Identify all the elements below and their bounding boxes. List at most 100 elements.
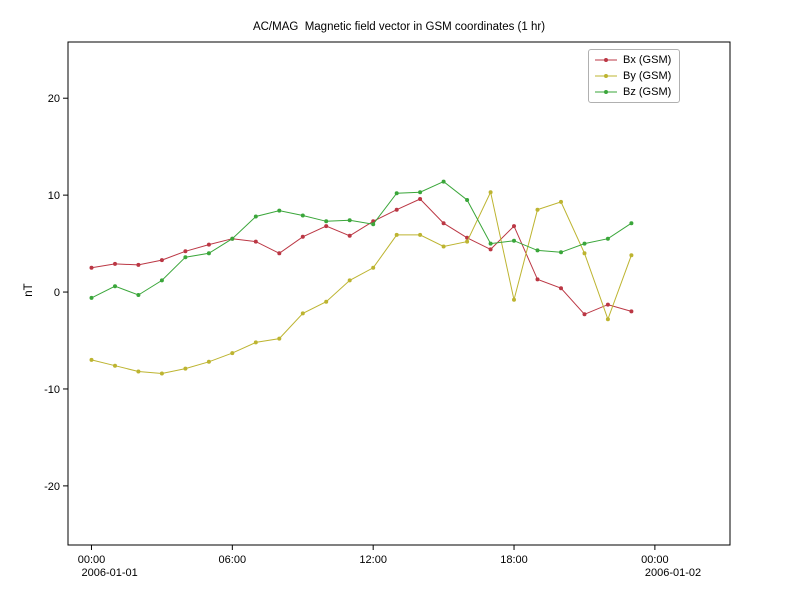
series-0-data-point <box>347 233 352 238</box>
legend-sample-marker <box>604 58 608 62</box>
series-0-data-point <box>512 224 516 229</box>
series-0-data-point <box>183 249 188 254</box>
series-0-data-point <box>89 265 94 270</box>
series-0-data-point <box>582 312 587 317</box>
series-2-data-point <box>324 219 329 224</box>
series-1-data-point <box>183 366 188 371</box>
x-axis-tick-label: 12:00 <box>359 554 387 566</box>
series-2-data-point <box>136 293 141 297</box>
series-1-data-point <box>347 278 352 283</box>
series-0-data-point <box>441 221 446 226</box>
series-1-data-point <box>629 253 634 258</box>
series-1-data-point <box>559 199 563 204</box>
series-0-data-point <box>559 286 563 291</box>
legend-line-sample <box>595 90 617 94</box>
series-2-data-point <box>488 241 493 246</box>
series-1-data-point <box>89 357 94 362</box>
series-0-data-point <box>418 197 423 201</box>
legend-label: Bz (GSM) <box>623 86 672 98</box>
series-1-data-point <box>277 336 282 341</box>
series-2-data-point <box>559 250 563 255</box>
legend-item-1: By (GSM) <box>595 69 671 83</box>
x-axis-tick-label: 18:00 <box>500 554 528 566</box>
series-2-data-point <box>230 236 235 241</box>
series-2-data-point <box>441 179 446 184</box>
series-0-data-point <box>113 261 117 266</box>
series-1-data-point <box>465 239 470 244</box>
series-2-data-point <box>253 214 258 219</box>
series-1-data-point <box>206 359 211 364</box>
series-0-data-point <box>535 277 540 282</box>
series-1-data-point <box>300 311 305 316</box>
legend-label: By (GSM) <box>623 70 672 82</box>
series-0-data-point <box>488 247 493 252</box>
y-axis-tick-label: 10 <box>48 190 60 202</box>
series-2-data-point <box>582 241 587 246</box>
x-axis-tick-label: 00:00 <box>78 554 106 566</box>
series-1-data-point <box>113 363 117 368</box>
legend-item-0: Bx (GSM) <box>595 53 671 67</box>
series-line-1 <box>91 190 632 375</box>
series-line-0 <box>91 198 632 315</box>
series-0-data-point <box>605 302 610 307</box>
series-1-data-point <box>253 340 258 345</box>
axes-frame <box>67 41 731 546</box>
series-2-data-point <box>277 208 282 213</box>
x-axis-tick-label: 06:00 <box>219 554 247 566</box>
chart-title: AC/MAG Magnetic field vector in GSM coor… <box>252 21 546 33</box>
series-2-data-point <box>113 284 117 289</box>
series-2-data-point <box>89 295 94 300</box>
series-0-data-point <box>324 224 329 229</box>
series-2-data-point <box>159 278 164 283</box>
series-2-data-point <box>629 221 634 226</box>
series-2-data-point <box>394 191 399 196</box>
series-0-data-point <box>629 309 634 314</box>
series-0-data-point <box>300 234 305 239</box>
legend-item-2: Bz (GSM) <box>595 85 671 99</box>
legend-sample-marker <box>604 90 608 94</box>
series-1-data-point <box>371 265 376 270</box>
series-1-data-point <box>324 299 329 304</box>
series-1-data-point <box>605 317 610 322</box>
series-0-data-point <box>253 239 258 244</box>
series-1-data-point <box>394 232 399 237</box>
series-1-data-point <box>488 190 493 195</box>
series-2-data-point <box>206 251 211 256</box>
series-0-data-point <box>136 262 141 267</box>
y-axis-tick-label: -20 <box>44 481 60 493</box>
series-0-data-point <box>206 242 211 247</box>
series-2-data-point <box>465 198 470 202</box>
series-1-data-point <box>230 351 235 356</box>
series-2-data-point <box>300 213 305 218</box>
series-1-data-point <box>441 244 446 249</box>
series-1-data-point <box>582 251 587 256</box>
x-axis-date-label: 2006-01-02 <box>645 567 701 579</box>
series-2-data-point <box>347 218 352 223</box>
series-1-data-point <box>418 232 423 237</box>
x-axis-date-label: 2006-01-01 <box>81 567 137 579</box>
series-line-2 <box>91 181 632 299</box>
x-axis-tick-label: 00:00 <box>641 554 669 566</box>
series-2-data-point <box>535 248 540 253</box>
y-axis-tick-label: -10 <box>44 384 60 396</box>
legend-sample-marker <box>604 74 608 78</box>
series-2-data-point <box>183 255 188 260</box>
series-2-data-point <box>371 222 376 227</box>
series-0-data-point <box>277 251 282 256</box>
y-axis-tick-label: 20 <box>48 93 60 105</box>
series-1-data-point <box>159 371 164 376</box>
y-axis-tick-label: 0 <box>54 287 60 299</box>
series-0-data-point <box>394 207 399 212</box>
series-2-data-point <box>605 236 610 241</box>
legend-label: Bx (GSM) <box>623 54 672 66</box>
series-1-data-point <box>136 369 141 374</box>
legend: Bx (GSM) By (GSM) Bz (GSM) <box>588 49 681 103</box>
series-0-data-point <box>159 258 164 263</box>
series-1-data-point <box>512 297 516 302</box>
series-2-data-point <box>418 190 423 195</box>
legend-line-sample <box>595 58 617 62</box>
series-1-data-point <box>535 207 540 212</box>
series-2-data-point <box>512 238 516 243</box>
